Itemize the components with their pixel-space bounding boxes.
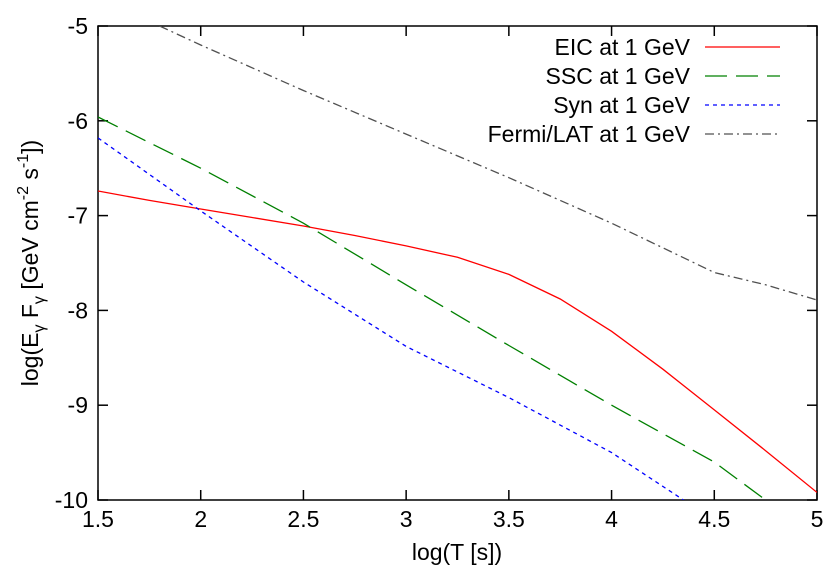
y-tick-label: -8 — [68, 297, 88, 323]
x-tick-label: 4 — [605, 506, 618, 532]
y-tick-label: -9 — [68, 392, 88, 418]
y-tick-label: -10 — [55, 487, 88, 513]
x-tick-label: 5 — [811, 506, 824, 532]
legend-label: Fermi/LAT at 1 GeV — [488, 121, 691, 147]
x-tick-label: 3 — [400, 506, 413, 532]
series-line — [159, 26, 817, 301]
y-tick-label: -5 — [68, 13, 88, 39]
legend-label: EIC at 1 GeV — [554, 34, 690, 60]
y-tick-label: -6 — [68, 108, 88, 134]
series-line — [98, 137, 684, 500]
axis-ticks: 1.5 2 2.5 3 3.5 4 4.5 5 -10 -9 -8 -7 -6 -5 — [55, 13, 824, 532]
x-tick-label: 3.5 — [493, 506, 525, 532]
x-axis-label: log(T [s]) — [412, 539, 502, 565]
legend-label: SSC at 1 GeV — [546, 63, 691, 89]
series-line — [98, 116, 766, 500]
legend-label: Syn at 1 GeV — [553, 92, 690, 118]
plot-frame — [97, 25, 818, 501]
series-group — [98, 26, 817, 500]
x-tick-label: 4.5 — [698, 506, 730, 532]
y-tick-label: -7 — [68, 203, 88, 229]
series-line — [98, 190, 817, 493]
x-tick-label: 1.5 — [82, 506, 114, 532]
x-tick-label: 2.5 — [287, 506, 319, 532]
x-tick-label: 2 — [194, 506, 207, 532]
y-axis-label: log(Eγ Fγ [GeV cm-2 s-1]) — [15, 140, 48, 386]
legend: EIC at 1 GeV SSC at 1 GeV Syn at 1 GeV Ferm… — [488, 34, 780, 147]
